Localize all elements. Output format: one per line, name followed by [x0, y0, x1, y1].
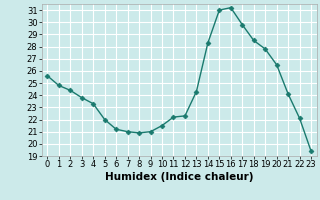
X-axis label: Humidex (Indice chaleur): Humidex (Indice chaleur) — [105, 172, 253, 182]
